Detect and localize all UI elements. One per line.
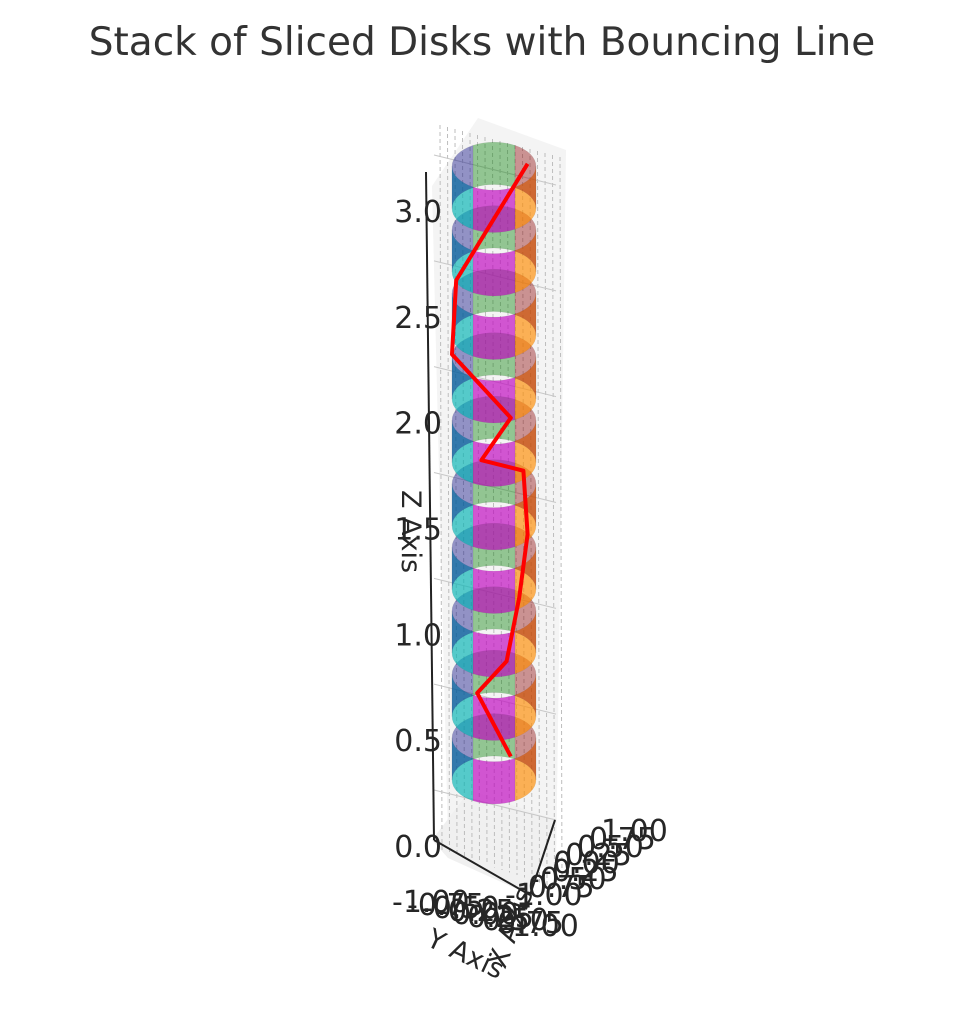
grid-line [552,154,555,888]
x-tick-label: -0.75 [517,870,595,905]
disk-slice [451,610,474,675]
disk [451,713,537,805]
x-tick-label: -1.00 [505,878,583,913]
disk-slice [472,694,516,741]
z-axis-line [425,171,435,841]
z-axis-label: Z Axis [395,490,426,573]
disk-slice [472,141,516,189]
y-tick-label: -1.00 [392,885,470,920]
z-tick-labels: 0.0 0.5 1.0 1.5 2.0 2.5 3.0 [394,195,442,865]
y-tick-label: 0.00 [452,897,519,932]
z-tick-label: 1.5 [394,513,442,548]
grid-line [439,124,443,851]
x-tick-label: -0.25 [541,854,619,889]
z-tick-label: 3.0 [394,195,442,230]
grid-line [559,156,563,891]
disk-slice [451,166,474,230]
y-tick-label: -0.50 [422,891,500,926]
x-tick-labels: -1.00-0.75-0.50-0.250.000.250.500.751.00 [505,814,668,913]
disk-slice [472,504,516,551]
y-tick-labels: -1.00-0.75-0.50-0.250.000.250.500.751.00 [392,885,579,944]
grid-line [447,126,450,853]
x-axis-line [433,839,531,896]
z-tick-label: 0.0 [394,830,442,865]
x-tick-label: 0.50 [577,830,644,865]
y-axis-line [529,819,556,896]
bouncing-line [450,162,530,758]
line-series-path [450,162,530,758]
y-tick-label: -0.75 [407,888,485,923]
disk-slice [472,567,516,614]
disk-slice [451,145,474,209]
z-tick-label: 0.5 [394,724,442,759]
disk-slice [514,145,537,209]
disk-slice [451,483,474,548]
disk-slice [472,313,516,360]
y-tick-label: 0.25 [467,900,534,935]
x-tick-label: 0.00 [553,846,620,881]
chart-title: Stack of Sliced Disks with Bouncing Line [89,20,875,65]
z-tick-label: 2.0 [394,407,442,442]
disk-slice [451,420,474,484]
y-tick-label: -0.25 [437,894,515,929]
disk-slice [472,758,516,805]
z-tick-label: 1.0 [394,618,442,653]
grid-line [433,789,557,821]
x-tick-label: 0.75 [589,822,656,857]
disk-slice [451,674,474,738]
disk-slice [451,547,474,611]
x-tick-label: -0.50 [529,862,607,897]
grid-line [544,152,548,886]
disk-slice [451,737,474,802]
x-tick-label: 0.25 [565,838,632,873]
x-tick-label: 1.00 [601,814,668,849]
y-tick-label: 0.75 [497,906,564,941]
z-tick-label: 2.5 [394,301,442,336]
y-tick-label: 0.50 [482,903,549,938]
grid-line [537,150,540,883]
y-tick-label: 1.00 [512,909,579,944]
disk-slice [472,250,516,297]
disk-slice [451,356,474,421]
